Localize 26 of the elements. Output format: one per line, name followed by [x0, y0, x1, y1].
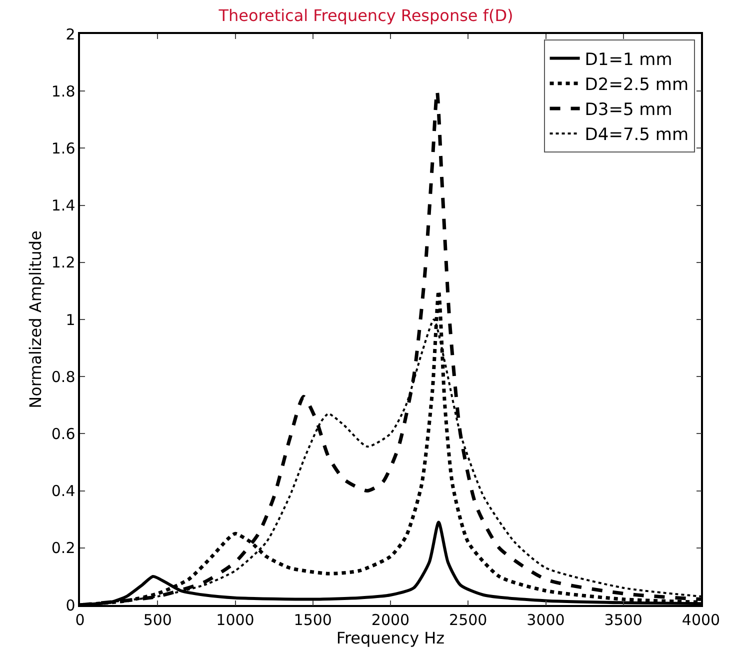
y-tick-label: 1.6 [51, 139, 76, 158]
y-tick-label: 1 [66, 310, 76, 329]
y-tick-label: 1.8 [51, 82, 76, 100]
y-tick-label: 1.2 [51, 254, 76, 272]
y-axis-title: Normalized Amplitude [26, 230, 45, 408]
x-axis-title: Frequency Hz [336, 628, 445, 648]
x-tick-label: 500 [143, 610, 172, 629]
y-tick-label: 1.4 [51, 196, 76, 215]
y-tick-label: 0.4 [51, 482, 76, 500]
legend-label: D1=1 mm [584, 50, 672, 70]
x-tick-label: 4000 [682, 610, 720, 629]
y-tick-label: 0.2 [51, 539, 76, 558]
y-tick-label: 0 [66, 596, 76, 614]
legend-label: D2=2.5 mm [584, 74, 689, 95]
x-tick-label: 1500 [294, 610, 332, 629]
x-tick-label: 1000 [216, 610, 254, 629]
legend-label: D4=7.5 mm [584, 125, 689, 146]
x-tick-label: 3000 [526, 610, 565, 629]
x-tick-label: 2000 [371, 610, 410, 629]
x-tick-label: 2500 [449, 610, 488, 629]
y-tick-label: 2 [66, 25, 76, 44]
legend-label: D3=5 mm [584, 100, 672, 120]
y-tick-label: 0.8 [51, 368, 76, 386]
chart-title: Theoretical Frequency Response f(D) [218, 6, 514, 26]
x-tick-label: 3500 [604, 610, 642, 629]
y-tick-label: 0.6 [51, 424, 76, 443]
